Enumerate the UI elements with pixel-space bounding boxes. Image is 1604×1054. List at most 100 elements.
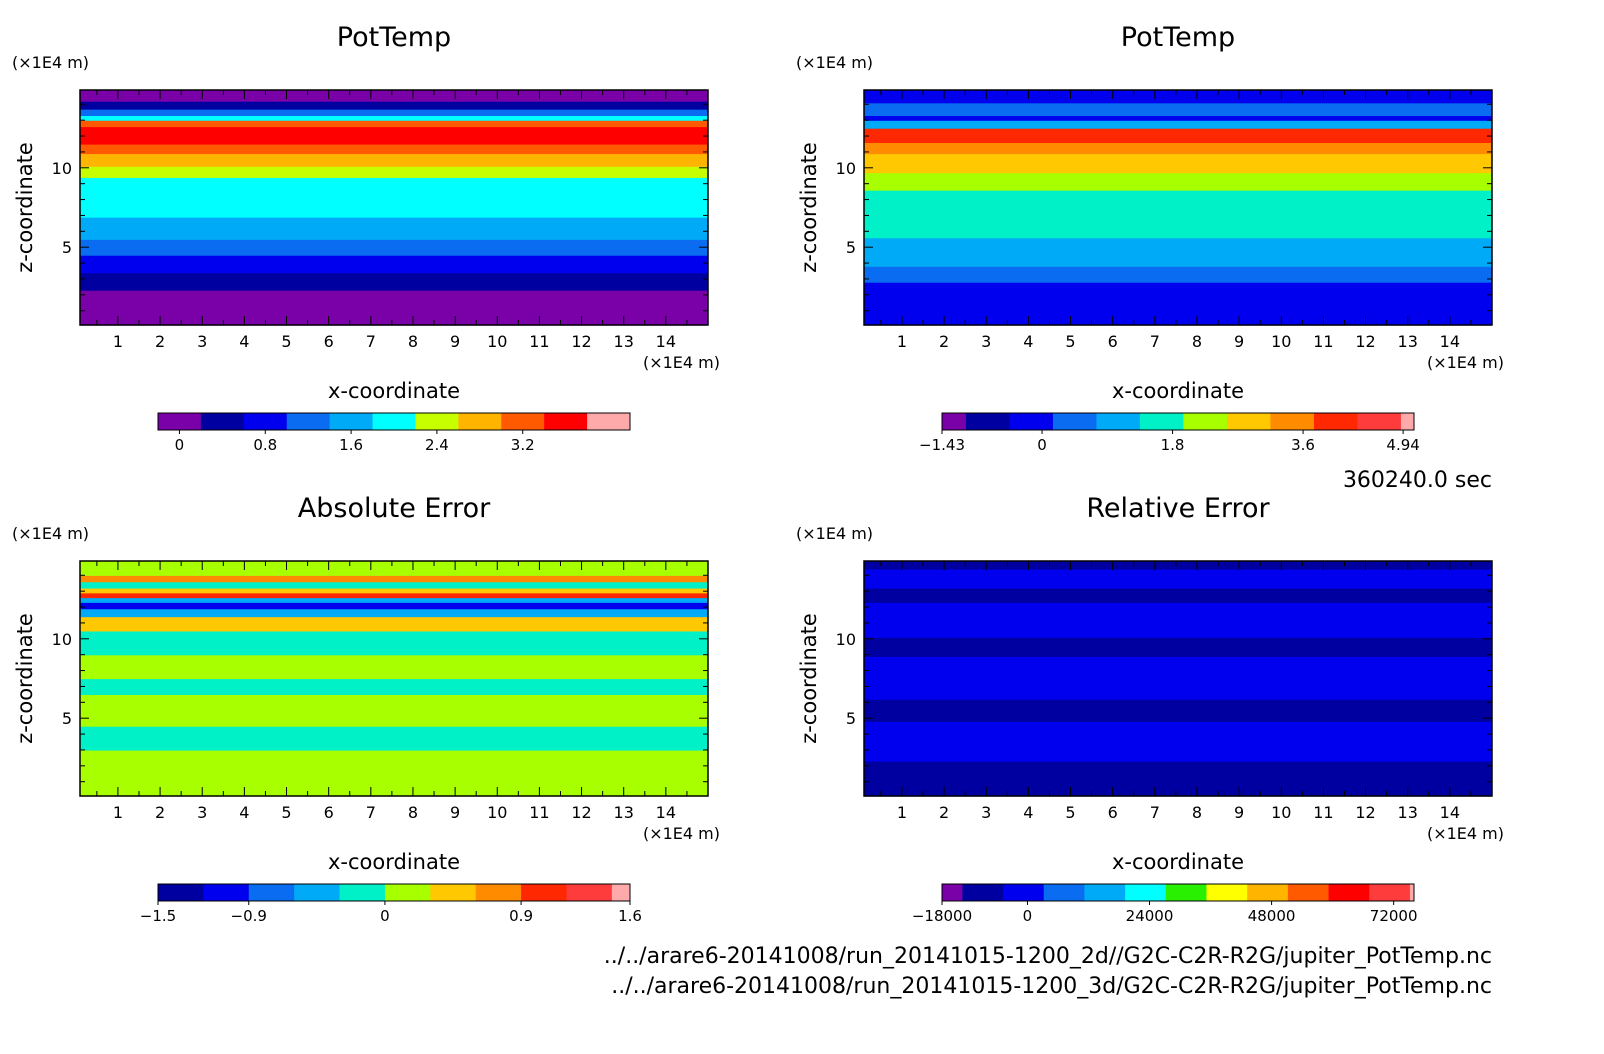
colorbar-tick-label: 24000 [1126, 907, 1174, 925]
contour-band-8 [80, 608, 708, 618]
x-tick-label: 14 [656, 332, 676, 351]
colorbar-swatch-9 [501, 413, 545, 430]
colorbar-swatch-10 [1313, 413, 1358, 430]
chart-title: PotTemp [337, 22, 451, 53]
colorbar-swatch-1 [942, 413, 967, 430]
y-axis: 5 10 [52, 103, 708, 312]
x-tick-label: 4 [239, 332, 249, 351]
contour-bands [864, 90, 1492, 326]
y-axis: 5 10 [52, 574, 708, 783]
contour-band-9 [864, 120, 1492, 129]
contour-band-6 [864, 153, 1492, 174]
x-tick-label: 13 [1398, 332, 1418, 351]
x-tick-label: 6 [324, 803, 334, 822]
contour-band-7 [80, 166, 708, 178]
colorbar-tick-label: 0 [175, 436, 185, 454]
colorbar-swatch-5 [1096, 413, 1141, 430]
colorbar-tick-label: 1.8 [1161, 436, 1185, 454]
y-axis-label: z-coordinate [797, 142, 821, 273]
colorbar-swatch-1 [158, 413, 202, 430]
colorbar-swatch-7 [1183, 413, 1228, 430]
x-unit-label: (×1E4 m) [643, 824, 720, 843]
x-axis: 1 2 3 4 5 6 7 8 9 10 11 12 13 14 [880, 90, 1472, 351]
colorbar-frame [157, 883, 631, 902]
contour-band-8 [864, 568, 1492, 589]
x-unit-label: (×1E4 m) [1427, 353, 1504, 372]
colorbar-swatch-12 [1400, 413, 1415, 430]
contour-band-7 [864, 587, 1492, 603]
y-tick-label: 5 [846, 238, 856, 257]
x-unit-label: (×1E4 m) [643, 353, 720, 372]
colorbar-swatch-7 [1165, 884, 1207, 901]
contour-band-3 [80, 255, 708, 274]
x-tick-label: 1 [897, 332, 907, 351]
contour-band-5 [80, 654, 708, 680]
chart-title: Relative Error [1086, 493, 1270, 524]
chart-panel-2: PotTemp(×1E4 m)1 2 3 4 5 6 7 8 9 10 11 12 13 14(×1E4 … [796, 22, 1504, 454]
colorbar-swatch-6 [1139, 413, 1184, 430]
x-tick-label: 13 [1398, 803, 1418, 822]
colorbar-swatch-8 [1206, 884, 1248, 901]
colorbar-tick-label: −0.9 [231, 907, 267, 925]
y-tick-label: 5 [62, 709, 72, 728]
contour-band-12 [864, 90, 1492, 104]
x-tick-label: 7 [1150, 332, 1160, 351]
colorbar-tick-label: 1.6 [339, 436, 363, 454]
chart-title: PotTemp [1121, 22, 1235, 53]
colorbar: −1.43 0 1.8 3.6 4.94 [919, 412, 1420, 454]
y-tick-label: 10 [52, 630, 72, 649]
colorbar-swatch-12 [1369, 884, 1411, 901]
x-tick-label: 3 [981, 803, 991, 822]
contour-band-8 [80, 153, 708, 167]
contour-band-5 [80, 217, 708, 240]
colorbar-tick-label: 3.2 [511, 436, 535, 454]
contour-band-6 [80, 177, 708, 218]
x-tick-label: 10 [1271, 332, 1291, 351]
x-tick-label: 6 [1108, 803, 1118, 822]
x-axis: 1 2 3 4 5 6 7 8 9 10 11 12 13 14 [880, 561, 1472, 822]
contour-band-9 [80, 602, 708, 610]
contour-band-7 [80, 616, 708, 632]
x-tick-label: 2 [939, 332, 949, 351]
colorbar-swatch-6 [1125, 884, 1167, 901]
x-tick-label: 14 [1440, 332, 1460, 351]
x-tick-label: 4 [1023, 803, 1033, 822]
colorbar-swatch-3 [248, 884, 295, 901]
contour-band-11 [80, 592, 708, 599]
contour-band-14 [80, 575, 708, 583]
chart-title: Absolute Error [298, 493, 491, 524]
y-tick-label: 10 [836, 630, 856, 649]
contour-band-4 [864, 190, 1492, 239]
contour-band-9 [864, 561, 1492, 570]
colorbar-tick-label: 72000 [1370, 907, 1418, 925]
chart-panel-4: Relative Error(×1E4 m)1 2 3 4 5 6 7 8 9 10 11 12 13 1… [796, 493, 1504, 925]
contour-bands [864, 561, 1492, 797]
x-tick-label: 6 [1108, 332, 1118, 351]
x-tick-label: 12 [1355, 803, 1375, 822]
x-tick-label: 11 [1313, 803, 1333, 822]
colorbar-swatch-2 [203, 884, 250, 901]
colorbar-frame [941, 412, 1415, 431]
contour-band-2 [80, 726, 708, 751]
contour-band-5 [864, 637, 1492, 657]
x-axis-label: x-coordinate [328, 850, 460, 874]
colorbar-swatch-4 [1052, 413, 1097, 430]
x-tick-label: 13 [614, 803, 634, 822]
chart-panel-3: Absolute Error(×1E4 m)1 2 3 4 5 6 7 8 9 10 11 12 13 1… [12, 493, 720, 925]
y-tick-label: 10 [836, 159, 856, 178]
contour-band-13 [80, 109, 708, 117]
contour-band-12 [80, 115, 708, 121]
colorbar-swatch-3 [1009, 413, 1054, 430]
x-tick-label: 11 [1313, 332, 1333, 351]
colorbar-frame [157, 412, 631, 431]
colorbar-swatch-4 [286, 413, 331, 430]
colorbar-tick-label: 0 [1037, 436, 1047, 454]
colorbar-swatch-2 [965, 413, 1010, 430]
y-unit-label: (×1E4 m) [12, 524, 89, 543]
colorbar-swatch-11 [1328, 884, 1370, 901]
colorbar-swatch-2 [962, 884, 1004, 901]
y-tick-label: 5 [846, 709, 856, 728]
contour-band-11 [80, 120, 708, 128]
x-tick-label: 14 [656, 803, 676, 822]
